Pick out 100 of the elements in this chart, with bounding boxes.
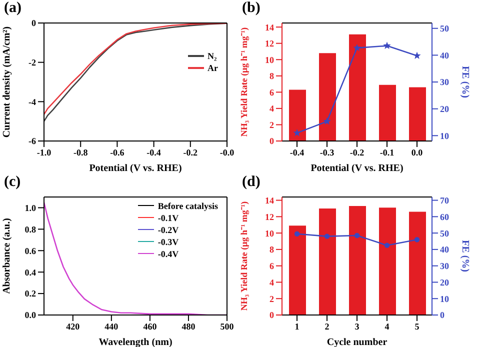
y-tick-label: 6 (270, 87, 274, 98)
point (413, 52, 421, 59)
x-tick-label: -1.0 (36, 147, 52, 158)
point (383, 42, 391, 50)
x-tick-label: 3 (354, 320, 360, 331)
y-axis-title: Absorbance (a.u.) (2, 218, 13, 294)
point (414, 236, 420, 242)
x-tick-label: -0.4 (146, 147, 162, 158)
y-tick-label: 0.2 (24, 288, 36, 298)
y-tick-label: 10 (265, 54, 274, 65)
x-tick-label: -0.4 (290, 147, 305, 158)
point (354, 232, 360, 238)
x-tick-label: 500 (220, 320, 234, 331)
bar (379, 84, 396, 141)
y-tick-label: 0.4 (24, 266, 36, 277)
x-tick-label: -0.2 (350, 147, 365, 158)
x-tick-label: 440 (104, 320, 119, 331)
y-tick-label: 12 (265, 38, 274, 49)
y-tick-label: 14 (265, 194, 274, 205)
x-tick-label: 0.0 (411, 147, 424, 158)
y2-tick-label: 20 (440, 104, 450, 114)
x-axis-title: Potential (V vs. RHE) (310, 163, 404, 174)
y-tick-label: 10 (265, 228, 274, 238)
x-tick-label: 5 (414, 320, 420, 331)
x-tick-label: 2 (324, 320, 330, 331)
x-tick-label: 4 (384, 320, 390, 331)
x-tick-label: -0.2 (183, 147, 198, 158)
y2-tick-label: 30 (440, 260, 450, 271)
y2-tick-label: 20 (440, 276, 450, 287)
y-tick-label: 2 (270, 293, 274, 304)
point (384, 242, 390, 248)
x-tick-label: 420 (66, 320, 80, 331)
y2-tick-label: 50 (440, 24, 450, 34)
y2-tick-label: 50 (440, 228, 450, 238)
y-tick-label: 12 (265, 211, 274, 222)
y-tick-label: 0 (270, 136, 274, 146)
legend-label: -0.4V (158, 248, 179, 260)
y2-tick-label: 60 (440, 211, 450, 222)
legend-label: Ar (208, 62, 218, 74)
y-tick-label: 0 (32, 18, 36, 28)
y-tick-label: -2 (28, 58, 36, 68)
point (323, 117, 331, 125)
y-tick-label: -6 (28, 136, 36, 146)
bar (319, 53, 336, 141)
bar (409, 87, 426, 141)
x-tick-label: 1 (294, 320, 300, 331)
legend-label: -0.2V (158, 224, 179, 236)
y2-tick-label: 10 (440, 130, 450, 141)
y2-axis-title: FE (%) (459, 240, 470, 272)
y-tick-label: 8 (270, 71, 274, 82)
y-tick-label: 4 (270, 276, 274, 287)
bar (349, 206, 366, 314)
chart-title: (b) (242, 0, 260, 17)
bar (409, 211, 426, 314)
point (293, 128, 301, 136)
y-tick-label: -4 (28, 96, 36, 107)
y2-tick-label: 30 (440, 77, 450, 88)
y-tick-label: 1.0 (24, 202, 36, 212)
x-axis-title: Wavelength (nm) (98, 336, 172, 347)
legend-label: -0.1V (158, 212, 179, 224)
y-tick-label: 0.8 (24, 224, 36, 234)
y-tick-label: 0.0 (24, 310, 36, 320)
x-axis-title: Cycle number (326, 336, 388, 347)
y2-tick-label: 0 (440, 310, 445, 320)
y-tick-label: 2 (270, 120, 274, 130)
y2-tick-label: 10 (440, 293, 450, 304)
chart-title: (d) (242, 174, 260, 190)
legend-label: Before catalysis (158, 200, 218, 212)
x-tick-label: -0.1 (380, 147, 395, 158)
x-tick-label: -0.3 (320, 147, 335, 158)
x-axis-title: Potential (V vs. RHE) (89, 163, 182, 174)
bar (289, 90, 306, 141)
y-axis-title: NH₃ Yield Rate (μg h⁻¹ mg⁻¹) (239, 200, 250, 310)
legend-label: N₂ (208, 50, 217, 62)
y-tick-label: 0 (270, 310, 274, 320)
y-tick-label: 0.6 (24, 245, 36, 256)
point (324, 233, 330, 238)
y-tick-label: 6 (270, 260, 274, 271)
y-tick-label: 4 (270, 104, 274, 114)
x-tick-label: 460 (143, 320, 158, 331)
y-tick-label: 8 (270, 244, 274, 254)
legend-label: -0.3V (158, 236, 179, 248)
bar (379, 207, 396, 314)
y2-axis-title: FE (%) (459, 66, 470, 98)
point (294, 230, 300, 236)
bar (349, 34, 366, 141)
y2-tick-label: 70 (440, 194, 450, 205)
x-tick-label: -0.0 (220, 147, 235, 158)
bar (319, 208, 336, 314)
chart-title: (a) (4, 0, 22, 17)
y2-tick-label: 40 (440, 244, 450, 254)
x-tick-label: 480 (182, 320, 196, 331)
y-axis-title: Current density (mA/cm²) (2, 26, 13, 138)
chart-title: (c) (4, 174, 21, 190)
y2-tick-label: 40 (440, 50, 450, 60)
point (353, 44, 361, 52)
bar (289, 225, 306, 314)
y-tick-label: 14 (265, 22, 274, 32)
y-axis-title: NH₃ Yield Rate (μg h⁻¹ mg⁻¹) (239, 27, 250, 137)
x-tick-label: -0.8 (73, 147, 88, 158)
